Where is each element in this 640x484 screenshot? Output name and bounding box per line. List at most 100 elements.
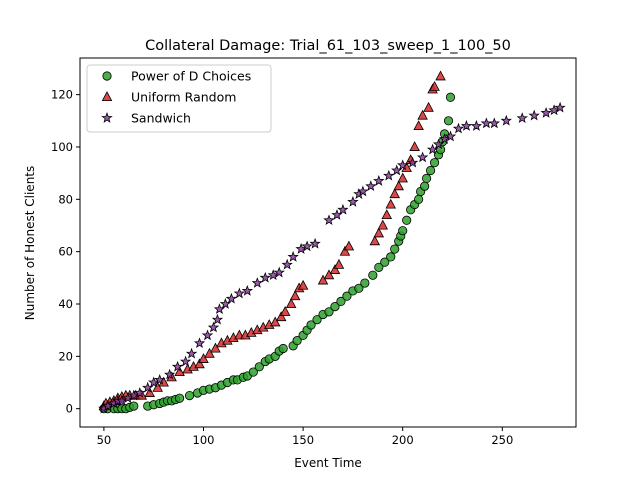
data-point	[292, 336, 302, 346]
y-tick-label: 40	[58, 297, 73, 311]
data-point	[357, 185, 369, 197]
data-point	[390, 244, 400, 254]
data-point	[281, 258, 293, 270]
data-point	[128, 389, 140, 401]
chart-title: Collateral Damage: Trial_61_103_sweep_1_…	[145, 38, 511, 54]
data-point	[204, 347, 215, 358]
data-point	[374, 262, 384, 272]
y-tick-label: 80	[58, 192, 73, 206]
data-point	[389, 188, 400, 199]
data-point	[423, 101, 434, 112]
data-point	[516, 112, 528, 124]
legend-label: Uniform Random	[131, 90, 236, 105]
data-point	[210, 342, 221, 353]
data-point	[540, 107, 552, 118]
data-point	[347, 195, 359, 207]
data-point	[153, 373, 166, 385]
data-point	[330, 302, 340, 312]
data-point	[301, 240, 313, 252]
data-point	[122, 392, 134, 404]
y-axis-label: Number of Honest Clients	[23, 166, 37, 321]
data-point	[269, 316, 281, 327]
data-point	[393, 180, 404, 191]
data-point	[336, 296, 346, 306]
data-point	[380, 257, 390, 267]
data-point	[386, 252, 396, 262]
legend-box	[86, 64, 272, 133]
x-tick-label: 250	[491, 433, 513, 447]
data-point	[241, 284, 254, 296]
data-point	[420, 181, 430, 191]
data-point	[233, 287, 245, 299]
x-tick-label: 150	[292, 433, 314, 447]
data-point	[317, 274, 329, 285]
data-point	[402, 215, 412, 225]
y-tick-label: 20	[58, 349, 73, 363]
legend: Power of D Choices Uniform Random Sandwich	[86, 64, 272, 133]
data-point	[417, 151, 429, 163]
data-point	[273, 266, 285, 278]
data-point	[185, 347, 198, 359]
data-point	[406, 156, 419, 168]
data-point	[251, 277, 263, 288]
data-point	[342, 291, 352, 301]
data-point	[152, 381, 163, 392]
data-point	[396, 159, 409, 171]
data-point	[413, 120, 424, 131]
legend-label: Sandwich	[131, 111, 191, 126]
data-point	[144, 387, 155, 397]
data-point	[171, 360, 184, 372]
data-point	[116, 394, 128, 406]
data-point	[198, 353, 209, 363]
data-point	[289, 290, 301, 301]
data-point	[452, 122, 465, 134]
data-point	[285, 298, 297, 309]
data-point	[429, 158, 440, 168]
data-point	[383, 169, 395, 181]
data-point	[429, 80, 440, 91]
series-star	[98, 101, 566, 414]
data-point	[337, 203, 349, 215]
data-point	[134, 387, 146, 398]
data-point	[360, 278, 370, 288]
data-point	[398, 226, 408, 236]
data-point	[323, 214, 335, 226]
y-tick-label: 60	[58, 245, 73, 259]
data-point	[422, 173, 432, 183]
plot-area: 50 100 150 200 250 0 20 40 60 80 100 120	[51, 57, 577, 447]
plot-frame	[79, 57, 577, 428]
data-point	[377, 219, 389, 230]
data-point	[254, 362, 264, 372]
data-point	[259, 271, 271, 283]
data-point	[201, 329, 214, 341]
data-point	[488, 117, 501, 129]
data-point	[460, 120, 473, 131]
series-circle	[99, 92, 456, 414]
y-tick-label: 100	[51, 140, 73, 154]
data-point	[417, 109, 428, 120]
data-point	[267, 269, 279, 281]
data-point	[287, 250, 299, 262]
legend-marker	[101, 91, 113, 101]
data-point	[343, 240, 355, 251]
y-tick-label: 120	[51, 88, 73, 102]
data-point	[102, 400, 114, 411]
data-point	[385, 198, 397, 209]
data-point	[373, 227, 385, 238]
data-point	[548, 104, 560, 116]
y-tick-label: 0	[66, 402, 73, 416]
data-point	[470, 120, 483, 131]
legend-marker	[102, 71, 112, 81]
data-point	[435, 70, 446, 81]
data-point	[323, 269, 335, 280]
data-point	[278, 343, 288, 354]
data-point	[381, 209, 393, 220]
data-point	[373, 175, 385, 186]
data-point	[528, 109, 540, 121]
data-point	[324, 307, 334, 317]
data-point	[554, 101, 566, 113]
data-point	[368, 270, 378, 280]
data-point	[297, 279, 309, 290]
